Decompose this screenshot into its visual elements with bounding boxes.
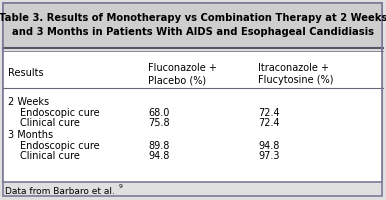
Text: 72.4: 72.4 [258,118,279,128]
Text: 2 Weeks: 2 Weeks [8,97,49,107]
Text: 9: 9 [119,184,123,189]
Text: 72.4: 72.4 [258,108,279,118]
Text: 89.8: 89.8 [148,141,169,151]
FancyBboxPatch shape [3,3,382,196]
Text: Results: Results [8,68,44,78]
Text: Endoscopic cure: Endoscopic cure [20,141,100,151]
Text: 3 Months: 3 Months [8,130,53,140]
FancyBboxPatch shape [3,51,382,182]
Text: Fluconazole +
Placebo (%): Fluconazole + Placebo (%) [148,63,217,85]
Text: Data from Barbaro et al.: Data from Barbaro et al. [5,187,115,196]
Text: Table 3. Results of Monotherapy vs Combination Therapy at 2 Weeks
and 3 Months i: Table 3. Results of Monotherapy vs Combi… [0,13,386,37]
Text: 94.8: 94.8 [148,151,169,161]
Text: 94.8: 94.8 [258,141,279,151]
Text: Clinical cure: Clinical cure [20,151,80,161]
Text: 97.3: 97.3 [258,151,279,161]
FancyBboxPatch shape [3,3,382,48]
Text: Clinical cure: Clinical cure [20,118,80,128]
Text: Itraconazole +
Flucytosine (%): Itraconazole + Flucytosine (%) [258,63,334,85]
Text: Endoscopic cure: Endoscopic cure [20,108,100,118]
Text: 68.0: 68.0 [148,108,169,118]
Text: 75.8: 75.8 [148,118,169,128]
